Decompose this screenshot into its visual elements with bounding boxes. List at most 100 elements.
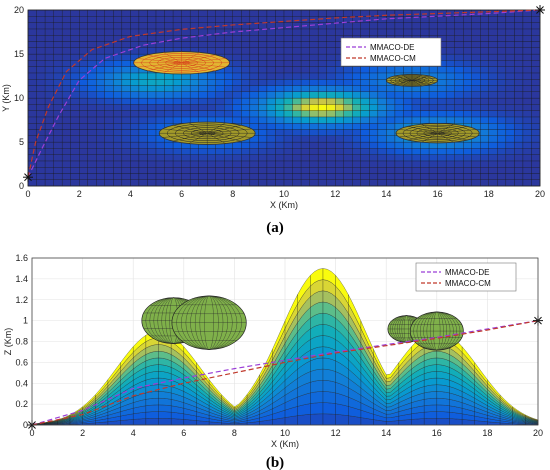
heatmap-cell	[309, 34, 319, 42]
heatmap-cell	[275, 122, 285, 130]
heatmap-cell	[61, 9, 71, 17]
heatmap-cell	[463, 22, 473, 30]
heatmap-cell	[497, 122, 507, 130]
heatmap-cell	[309, 104, 319, 111]
heatmap-cell	[87, 34, 97, 42]
heatmap-cell	[522, 28, 532, 36]
heatmap-cell	[531, 110, 541, 118]
heatmap-cell	[215, 173, 225, 180]
heatmap-cell	[215, 154, 225, 162]
heatmap-cell	[164, 41, 174, 48]
heatmap-cell	[454, 173, 464, 180]
heatmap-cell	[96, 91, 106, 99]
heatmap-cell	[147, 173, 157, 180]
heatmap-cell	[514, 22, 524, 30]
heatmap-cell	[79, 9, 89, 17]
heatmap-cell	[27, 148, 37, 155]
heatmap-cell	[275, 91, 285, 99]
heatmap-cell	[172, 22, 182, 30]
heatmap-cell	[471, 16, 481, 23]
heatmap-cell	[232, 104, 242, 111]
heatmap-cell	[79, 154, 89, 162]
heatmap-cell	[326, 104, 336, 111]
heatmap-cell	[79, 116, 89, 124]
heatmap-cell	[454, 34, 464, 42]
heatmap-cell	[96, 85, 106, 92]
heatmap-cell	[369, 141, 379, 149]
heatmap-cell	[531, 34, 541, 42]
heatmap-cell	[266, 160, 276, 168]
heatmap-cell	[79, 179, 89, 187]
y-tick-label: 0	[23, 420, 28, 430]
heatmap-cell	[53, 91, 63, 99]
heatmap-cell	[61, 160, 71, 168]
heatmap-cell	[505, 16, 515, 23]
heatmap-cell	[266, 91, 276, 99]
heatmap-cell	[445, 173, 455, 180]
heatmap-cell	[437, 78, 447, 86]
heatmap-cell	[249, 53, 259, 61]
heatmap-cell	[497, 97, 507, 105]
threat-spoke	[181, 62, 201, 74]
heatmap-cell	[61, 53, 71, 61]
heatmap-cell	[411, 160, 421, 168]
heatmap-cell	[104, 34, 114, 42]
heatmap-cell	[394, 160, 404, 168]
heatmap-cell	[522, 34, 532, 42]
heatmap-cell	[27, 66, 37, 74]
heatmap-cell	[292, 122, 302, 130]
heatmap-cell	[44, 28, 54, 36]
heatmap-cell	[514, 141, 524, 149]
heatmap-cell	[300, 122, 310, 130]
heatmap-cell	[147, 9, 157, 17]
legend-box	[340, 37, 442, 67]
heatmap-cell	[463, 160, 473, 168]
heatmap-cell	[87, 116, 97, 124]
heatmap-cell	[445, 166, 455, 174]
heatmap-cell	[522, 66, 532, 74]
heatmap-cell	[198, 16, 208, 23]
heatmap-cell	[326, 141, 336, 149]
heatmap-cell	[514, 60, 524, 67]
heatmap-cell	[266, 116, 276, 124]
heatmap-cell	[369, 22, 379, 30]
heatmap-cell	[70, 166, 80, 174]
plot-frame	[27, 9, 541, 187]
heatmap-cell	[155, 22, 165, 30]
heatmap-cell	[121, 41, 131, 48]
legend: MMACO-DE MMACO-CM	[415, 262, 517, 292]
heatmap-cell	[104, 148, 114, 155]
heatmap-cell	[411, 141, 421, 149]
panel-a-label: (a)	[266, 220, 284, 236]
threat-spheres	[141, 295, 464, 351]
heatmap-cell	[249, 66, 259, 74]
heatmap-cell	[44, 122, 54, 130]
heatmap-cell	[130, 91, 140, 99]
heatmap-cell	[44, 72, 54, 80]
heatmap-cell	[445, 22, 455, 30]
heatmap-cell	[522, 110, 532, 118]
heatmap-cell	[300, 9, 310, 17]
heatmap-cell	[497, 104, 507, 111]
heatmap-cell	[181, 16, 191, 23]
heatmap-cell	[317, 97, 327, 105]
legend-entry: MMACO-DE	[370, 43, 414, 52]
heatmap-cell	[241, 72, 251, 80]
heatmap-cell	[258, 135, 268, 143]
heatmap-cell	[147, 129, 157, 136]
threat-spoke	[411, 80, 431, 85]
heatmap-cell	[317, 135, 327, 143]
heatmap-cell	[471, 66, 481, 74]
heatmap-cell	[377, 85, 387, 92]
heatmap-cell	[138, 148, 148, 155]
heatmap-cell	[224, 166, 234, 174]
heatmap-cell	[326, 160, 336, 168]
heatmap-cell	[138, 154, 148, 162]
heatmap-cell	[147, 34, 157, 42]
heatmap-cell	[207, 22, 217, 30]
heatmap-cell	[266, 97, 276, 105]
heatmap-cell	[463, 91, 473, 99]
heatmap-cell	[283, 141, 293, 149]
heatmap-cell	[147, 179, 157, 187]
